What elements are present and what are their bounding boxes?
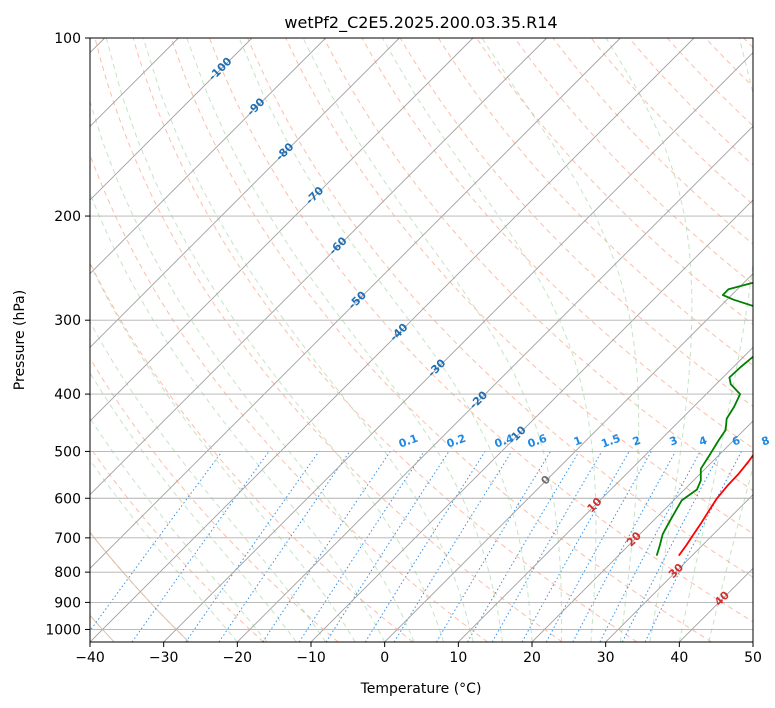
dry-adiabat	[323, 38, 753, 492]
mixing-ratio-label: 4	[697, 434, 709, 449]
y-axis-label: Pressure (hPa)	[12, 290, 28, 390]
mixing-ratio-label: 0.2	[445, 432, 468, 451]
y-tick-label: 100	[54, 31, 81, 47]
isotherm	[310, 199, 753, 642]
x-axis-label: Temperature (°C)	[360, 681, 482, 697]
y-tick-label: 500	[54, 444, 81, 460]
y-tick-label: 600	[54, 491, 81, 507]
moist-adiabat	[481, 38, 640, 642]
mixing-ratio-line	[218, 451, 351, 642]
moist-adiabat	[105, 38, 445, 642]
x-tick-label: 50	[744, 650, 762, 666]
mixing-ratio-line	[325, 451, 450, 642]
isotherm	[163, 52, 753, 642]
moist-adiabat	[90, 262, 356, 642]
x-tick-label: 40	[670, 650, 688, 666]
isotherm	[90, 38, 695, 642]
x-tick-label: −30	[149, 650, 179, 666]
dry-adiabat	[209, 38, 753, 623]
x-tick-label: −10	[296, 650, 326, 666]
dry-adiabat	[247, 38, 753, 578]
x-tick-label: −40	[75, 650, 105, 666]
x-tick-label: 30	[597, 650, 615, 666]
dry-adiabat	[90, 261, 414, 642]
y-axis: 100 200 300 400 500 600 700 800 900 1000	[45, 31, 90, 638]
mixing-ratio-label: 6	[730, 434, 742, 449]
isotherm	[458, 346, 753, 642]
x-axis: −40 −30 −20 −10 0 10 20 30 40 50	[75, 642, 762, 666]
isotherm	[531, 420, 753, 642]
series-line-0	[678, 453, 753, 557]
mixing-ratio-line	[621, 451, 722, 642]
moist-adiabat	[90, 417, 268, 642]
mixing-ratio-label: 0.1	[397, 432, 420, 451]
dry-adiabat	[94, 38, 563, 642]
moist-adiabat	[381, 38, 597, 642]
mixing-ratio-line	[298, 451, 425, 642]
x-tick-label: 0	[380, 650, 389, 666]
isotherm	[90, 38, 326, 275]
y-tick-label: 900	[54, 595, 81, 611]
mixing-ratio-line	[545, 451, 652, 642]
mixing-ratio-line	[262, 451, 391, 642]
mixing-ratio-line	[521, 451, 630, 642]
dry-adiabat	[437, 38, 753, 366]
mixing-ratio-line	[393, 451, 513, 642]
y-tick-label: 400	[54, 387, 81, 403]
dry-adiabat	[399, 38, 753, 408]
mixing-ratio-label: 8	[760, 434, 772, 449]
isotherm	[90, 38, 400, 348]
dry-adiabat	[132, 38, 638, 642]
mixing-ratio-line	[90, 451, 223, 632]
dry-adiabat	[285, 38, 753, 535]
x-tick-label: 10	[449, 650, 467, 666]
moist-adiabat	[90, 371, 297, 642]
mixing-ratio-line	[572, 451, 676, 642]
x-tick-label: 20	[523, 650, 541, 666]
y-tick-label: 1000	[45, 622, 81, 638]
dry-adiabat	[90, 357, 339, 642]
isotherm	[237, 125, 753, 642]
chart-title: wetPf2_C2E5.2025.200.03.35.R14	[284, 13, 557, 33]
profile-series	[655, 281, 753, 557]
moist-adiabat	[238, 38, 533, 642]
mixing-ratio-label: 1	[572, 434, 584, 449]
series-line-1	[655, 281, 753, 556]
x-tick-label: −20	[223, 650, 253, 666]
moist-adiabat	[90, 459, 238, 642]
moist-adiabat	[605, 38, 693, 642]
isotherm	[384, 273, 753, 642]
mixing-ratio-label: 2	[631, 434, 643, 449]
mixing-ratio-line	[644, 451, 742, 642]
y-tick-label: 800	[54, 565, 81, 581]
grid	[90, 38, 753, 642]
y-tick-label: 700	[54, 531, 81, 547]
isotherm	[90, 38, 253, 201]
mixing-ratio-label: 3	[668, 434, 680, 449]
isotherm	[605, 494, 753, 642]
y-tick-label: 200	[54, 209, 81, 225]
reference-curve	[90, 531, 190, 642]
isotherm	[90, 38, 547, 496]
y-tick-label: 300	[54, 313, 81, 329]
mixing-ratio-label: 0.6	[526, 432, 549, 451]
plot-frame	[89, 37, 754, 643]
moist-adiabat	[90, 191, 386, 642]
mixing-ratio-label: 1.5	[600, 432, 623, 451]
isotherm	[90, 38, 621, 569]
mixing-ratio-line	[185, 451, 320, 642]
moist-adiabat	[142, 38, 474, 642]
moist-adiabat	[302, 38, 563, 642]
mixing-ratio-label: 0.4	[493, 432, 516, 451]
isotherm	[90, 38, 474, 422]
